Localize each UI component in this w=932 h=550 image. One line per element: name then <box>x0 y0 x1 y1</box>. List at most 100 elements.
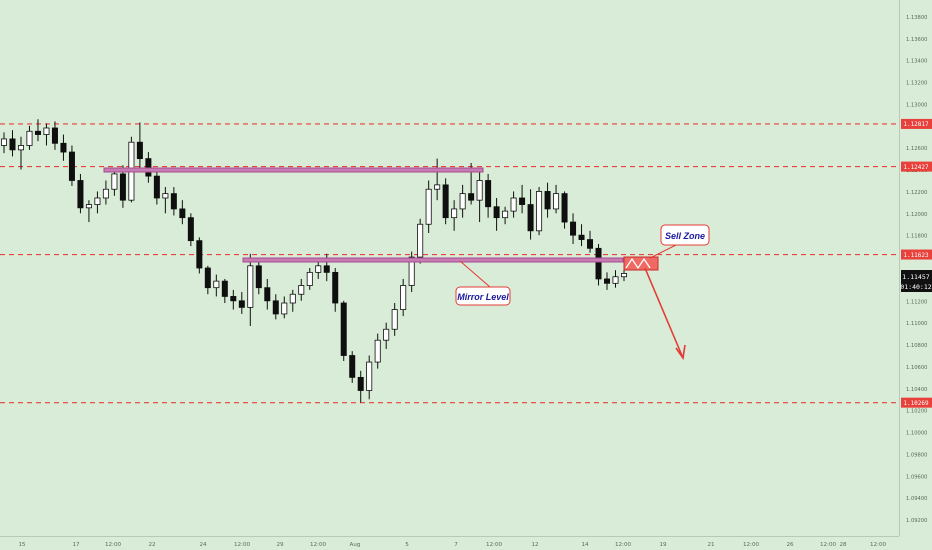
candle-body <box>485 180 492 208</box>
candle-body <box>289 293 296 304</box>
candle-body <box>247 265 254 308</box>
price-tick-label: 1.12200 <box>906 190 927 196</box>
candle-body <box>94 197 101 205</box>
sell-zone-label: Sell Zone <box>665 231 705 241</box>
candle-body <box>349 355 356 378</box>
level-lines: 1.12817 1.12427 1.11623 1.10269 <box>0 118 932 408</box>
price-tick-label: 1.13600 <box>906 37 927 43</box>
level-price-label: 1.12817 <box>903 121 929 128</box>
time-tick-label: 28 <box>839 542 847 548</box>
price-tick-label: 1.10400 <box>906 387 927 393</box>
time-tick-label: 17 <box>72 542 80 548</box>
candle-body <box>332 271 339 304</box>
price-tick-label: 1.10600 <box>906 365 927 371</box>
candle-body <box>425 188 432 225</box>
mirror-level-label: Mirror Level <box>457 292 509 302</box>
candle-body <box>213 280 220 289</box>
candle-body <box>519 197 526 205</box>
candlesticks <box>0 119 628 403</box>
candle-body <box>119 173 126 201</box>
candle-body <box>561 193 568 223</box>
candle-body <box>43 127 50 135</box>
candle-body <box>612 276 619 284</box>
time-tick-label: 12:00 <box>820 542 837 548</box>
candle-body <box>230 296 237 302</box>
sell-zone-box <box>623 256 659 271</box>
candle-body <box>323 265 330 273</box>
candle-body <box>145 158 152 177</box>
time-tick-label: 12:00 <box>105 542 122 548</box>
candle-body <box>179 208 186 219</box>
candle-body <box>0 138 7 146</box>
price-tick-label: 1.09400 <box>906 496 927 502</box>
time-tick-label: 12:00 <box>310 542 327 548</box>
candle-body <box>357 376 364 391</box>
time-tick-label: 22 <box>148 542 155 548</box>
time-tick-label: 19 <box>659 542 667 548</box>
candle-body <box>238 300 245 308</box>
candle-body <box>621 273 628 278</box>
candle-body <box>51 127 58 144</box>
time-tick-label: 15 <box>18 542 26 548</box>
candle-body <box>468 193 475 201</box>
current-price-tag: 1.11457 01:40:12 <box>900 270 932 292</box>
candle-body <box>17 145 24 151</box>
level-price-label: 1.10269 <box>903 400 929 407</box>
price-tick-label: 1.13400 <box>906 59 927 65</box>
price-tick-label: 1.12600 <box>906 146 927 152</box>
time-tick-label: 21 <box>707 542 715 548</box>
time-axis: 15 17 12:00 22 24 12:00 29 12:00 Aug 5 7 12:00 12 14 1… <box>18 542 886 548</box>
candle-body <box>315 265 322 273</box>
candle-body <box>26 130 33 146</box>
time-tick-label: 12:00 <box>234 542 251 548</box>
price-tick-label: 1.09600 <box>906 474 927 480</box>
candle-body <box>60 142 67 153</box>
candle-body <box>68 151 75 181</box>
level-price-tag <box>901 249 932 260</box>
sell-zone-callout: Sell Zone <box>649 224 710 259</box>
candle-body <box>510 197 517 212</box>
candle-body <box>442 184 449 219</box>
candle-body <box>264 287 271 302</box>
countdown-label: 01:40:12 <box>900 283 931 291</box>
candle-body <box>451 208 458 219</box>
candle-body <box>604 278 611 284</box>
candle-body <box>553 193 560 210</box>
time-tick-label: 12:00 <box>486 542 503 548</box>
price-tick-label: 1.09200 <box>906 518 927 524</box>
time-tick-label: 12:00 <box>870 542 887 548</box>
candle-body <box>408 256 415 286</box>
level-price-tag <box>901 118 932 129</box>
price-tick-label: 1.11000 <box>906 321 927 327</box>
price-tick-label: 1.11200 <box>906 299 927 305</box>
time-tick-label: Aug <box>350 542 361 548</box>
level-price-label: 1.12427 <box>903 164 929 171</box>
price-tick-label: 1.09800 <box>906 452 927 458</box>
candle-body <box>340 302 347 356</box>
price-tick-label: 1.10200 <box>906 409 927 415</box>
time-tick-label: 24 <box>199 542 207 548</box>
level-price-tag <box>901 161 932 172</box>
candle-body <box>272 300 279 315</box>
time-tick-label: 29 <box>276 542 284 548</box>
time-tick-label: 26 <box>786 542 794 548</box>
candle-body <box>204 267 211 289</box>
candle-body <box>298 285 305 295</box>
price-tick-label: 1.13200 <box>906 81 927 87</box>
candle-body <box>187 217 194 242</box>
price-tick-label: 1.11800 <box>906 234 927 240</box>
level-price-label: 1.11623 <box>903 252 929 259</box>
candle-body <box>595 247 602 280</box>
candle-body <box>170 193 177 210</box>
candle-body <box>587 239 594 249</box>
candle-body <box>102 188 109 199</box>
candle-body <box>459 193 466 210</box>
candle-body <box>366 361 373 391</box>
candle-body <box>391 309 398 330</box>
time-tick-label: 5 <box>405 542 409 548</box>
price-tick-label: 1.13000 <box>906 102 927 108</box>
candle-body <box>77 180 84 209</box>
candle-body <box>493 206 500 219</box>
price-tick-label: 1.12000 <box>906 212 927 218</box>
